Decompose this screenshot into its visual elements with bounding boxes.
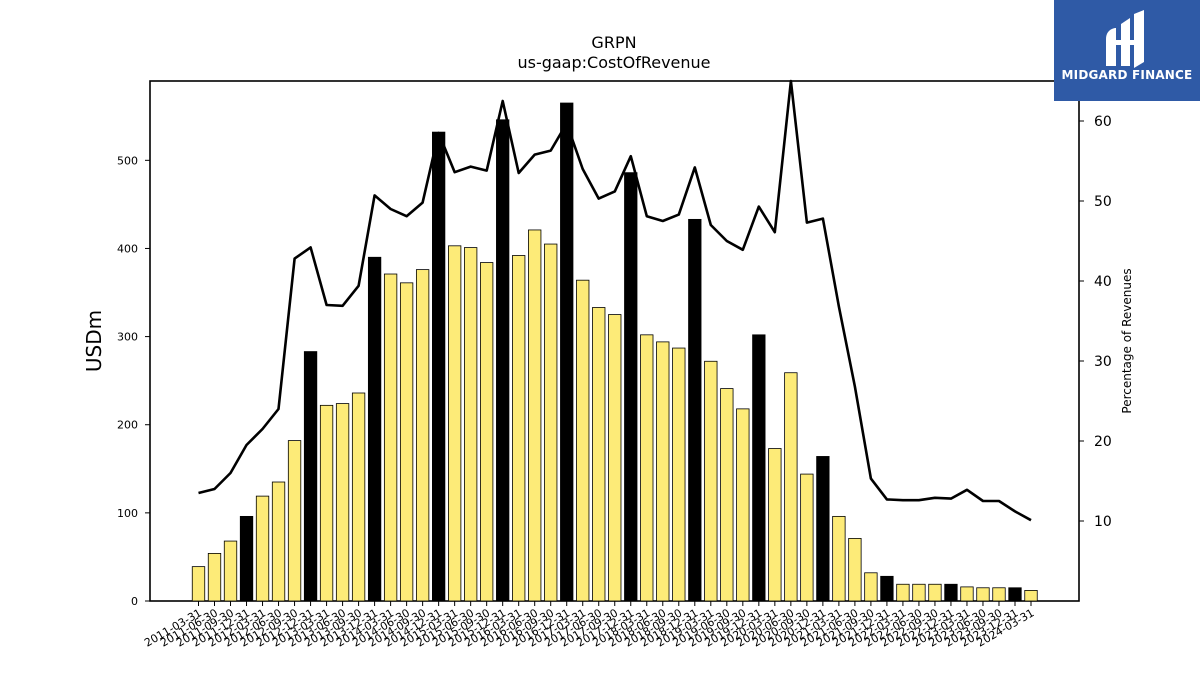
bar (592, 307, 606, 602)
bar (608, 314, 622, 602)
bar (399, 282, 414, 602)
chart-subtitle: us-gaap:CostOfRevenue (517, 53, 710, 72)
chart-title: GRPN (591, 33, 636, 52)
y-tick-label: 300 (117, 331, 138, 344)
midgard-logo-icon (1106, 10, 1144, 68)
y2-tick-label: 40 (1094, 274, 1112, 290)
bar (287, 440, 302, 602)
bar (640, 334, 654, 602)
series-line-percentage (198, 79, 1032, 522)
y2-tick-label: 30 (1094, 354, 1112, 370)
bar (464, 247, 478, 602)
bar (448, 245, 462, 602)
bar (624, 172, 638, 602)
y-tick-label: 200 (117, 419, 138, 432)
bar (512, 255, 526, 602)
bar (672, 347, 686, 602)
y2-tick-label: 60 (1094, 114, 1112, 130)
bar (303, 351, 318, 602)
bar (496, 119, 510, 602)
bar (960, 586, 974, 602)
plot-area: 01002003004005001020304050602011-03-3120… (117, 79, 1112, 650)
bar (576, 279, 590, 602)
bar (367, 256, 382, 602)
bar (720, 388, 734, 602)
bar (784, 372, 798, 602)
bar (832, 515, 846, 602)
bar (736, 408, 750, 602)
bar (432, 131, 446, 602)
bar (1008, 587, 1022, 602)
y-tick-label: 400 (117, 242, 138, 255)
bar (480, 262, 494, 602)
bar (944, 583, 958, 602)
bar (976, 587, 990, 602)
brand-name: MIDGARD FINANCE (1061, 68, 1193, 82)
bar (191, 566, 206, 602)
bar (848, 538, 862, 602)
bar (560, 102, 574, 602)
bar (704, 360, 718, 602)
bar (319, 404, 334, 602)
y-tick-label: 100 (117, 507, 138, 520)
bar (992, 587, 1006, 602)
bar (239, 515, 254, 602)
y2-tick-label: 50 (1094, 194, 1112, 210)
bar (207, 553, 222, 602)
bar (768, 448, 782, 602)
bar (896, 583, 910, 602)
bar (383, 273, 398, 602)
y-axis-label: USDm (82, 310, 106, 372)
y2-axis-label: Percentage of Revenues (1120, 268, 1134, 413)
brand-logo: MIDGARD FINANCE (1054, 0, 1200, 101)
bar (528, 229, 542, 602)
bar (351, 392, 366, 602)
bar (544, 243, 558, 602)
bar (880, 575, 894, 602)
bar (223, 540, 238, 602)
bar (656, 341, 670, 602)
bar (800, 473, 814, 602)
y-tick-label: 0 (131, 595, 138, 608)
bar (1024, 590, 1038, 602)
bar (335, 403, 350, 602)
bar (752, 334, 766, 602)
y2-tick-label: 20 (1094, 434, 1112, 450)
y-tick-label: 500 (117, 154, 138, 167)
y2-tick-label: 10 (1094, 514, 1112, 530)
bar (271, 481, 286, 602)
bar (415, 269, 430, 602)
bar (255, 495, 270, 602)
bar (688, 218, 702, 602)
bar (864, 572, 878, 602)
bar (816, 456, 830, 602)
bar (912, 583, 926, 602)
bar (928, 583, 942, 602)
